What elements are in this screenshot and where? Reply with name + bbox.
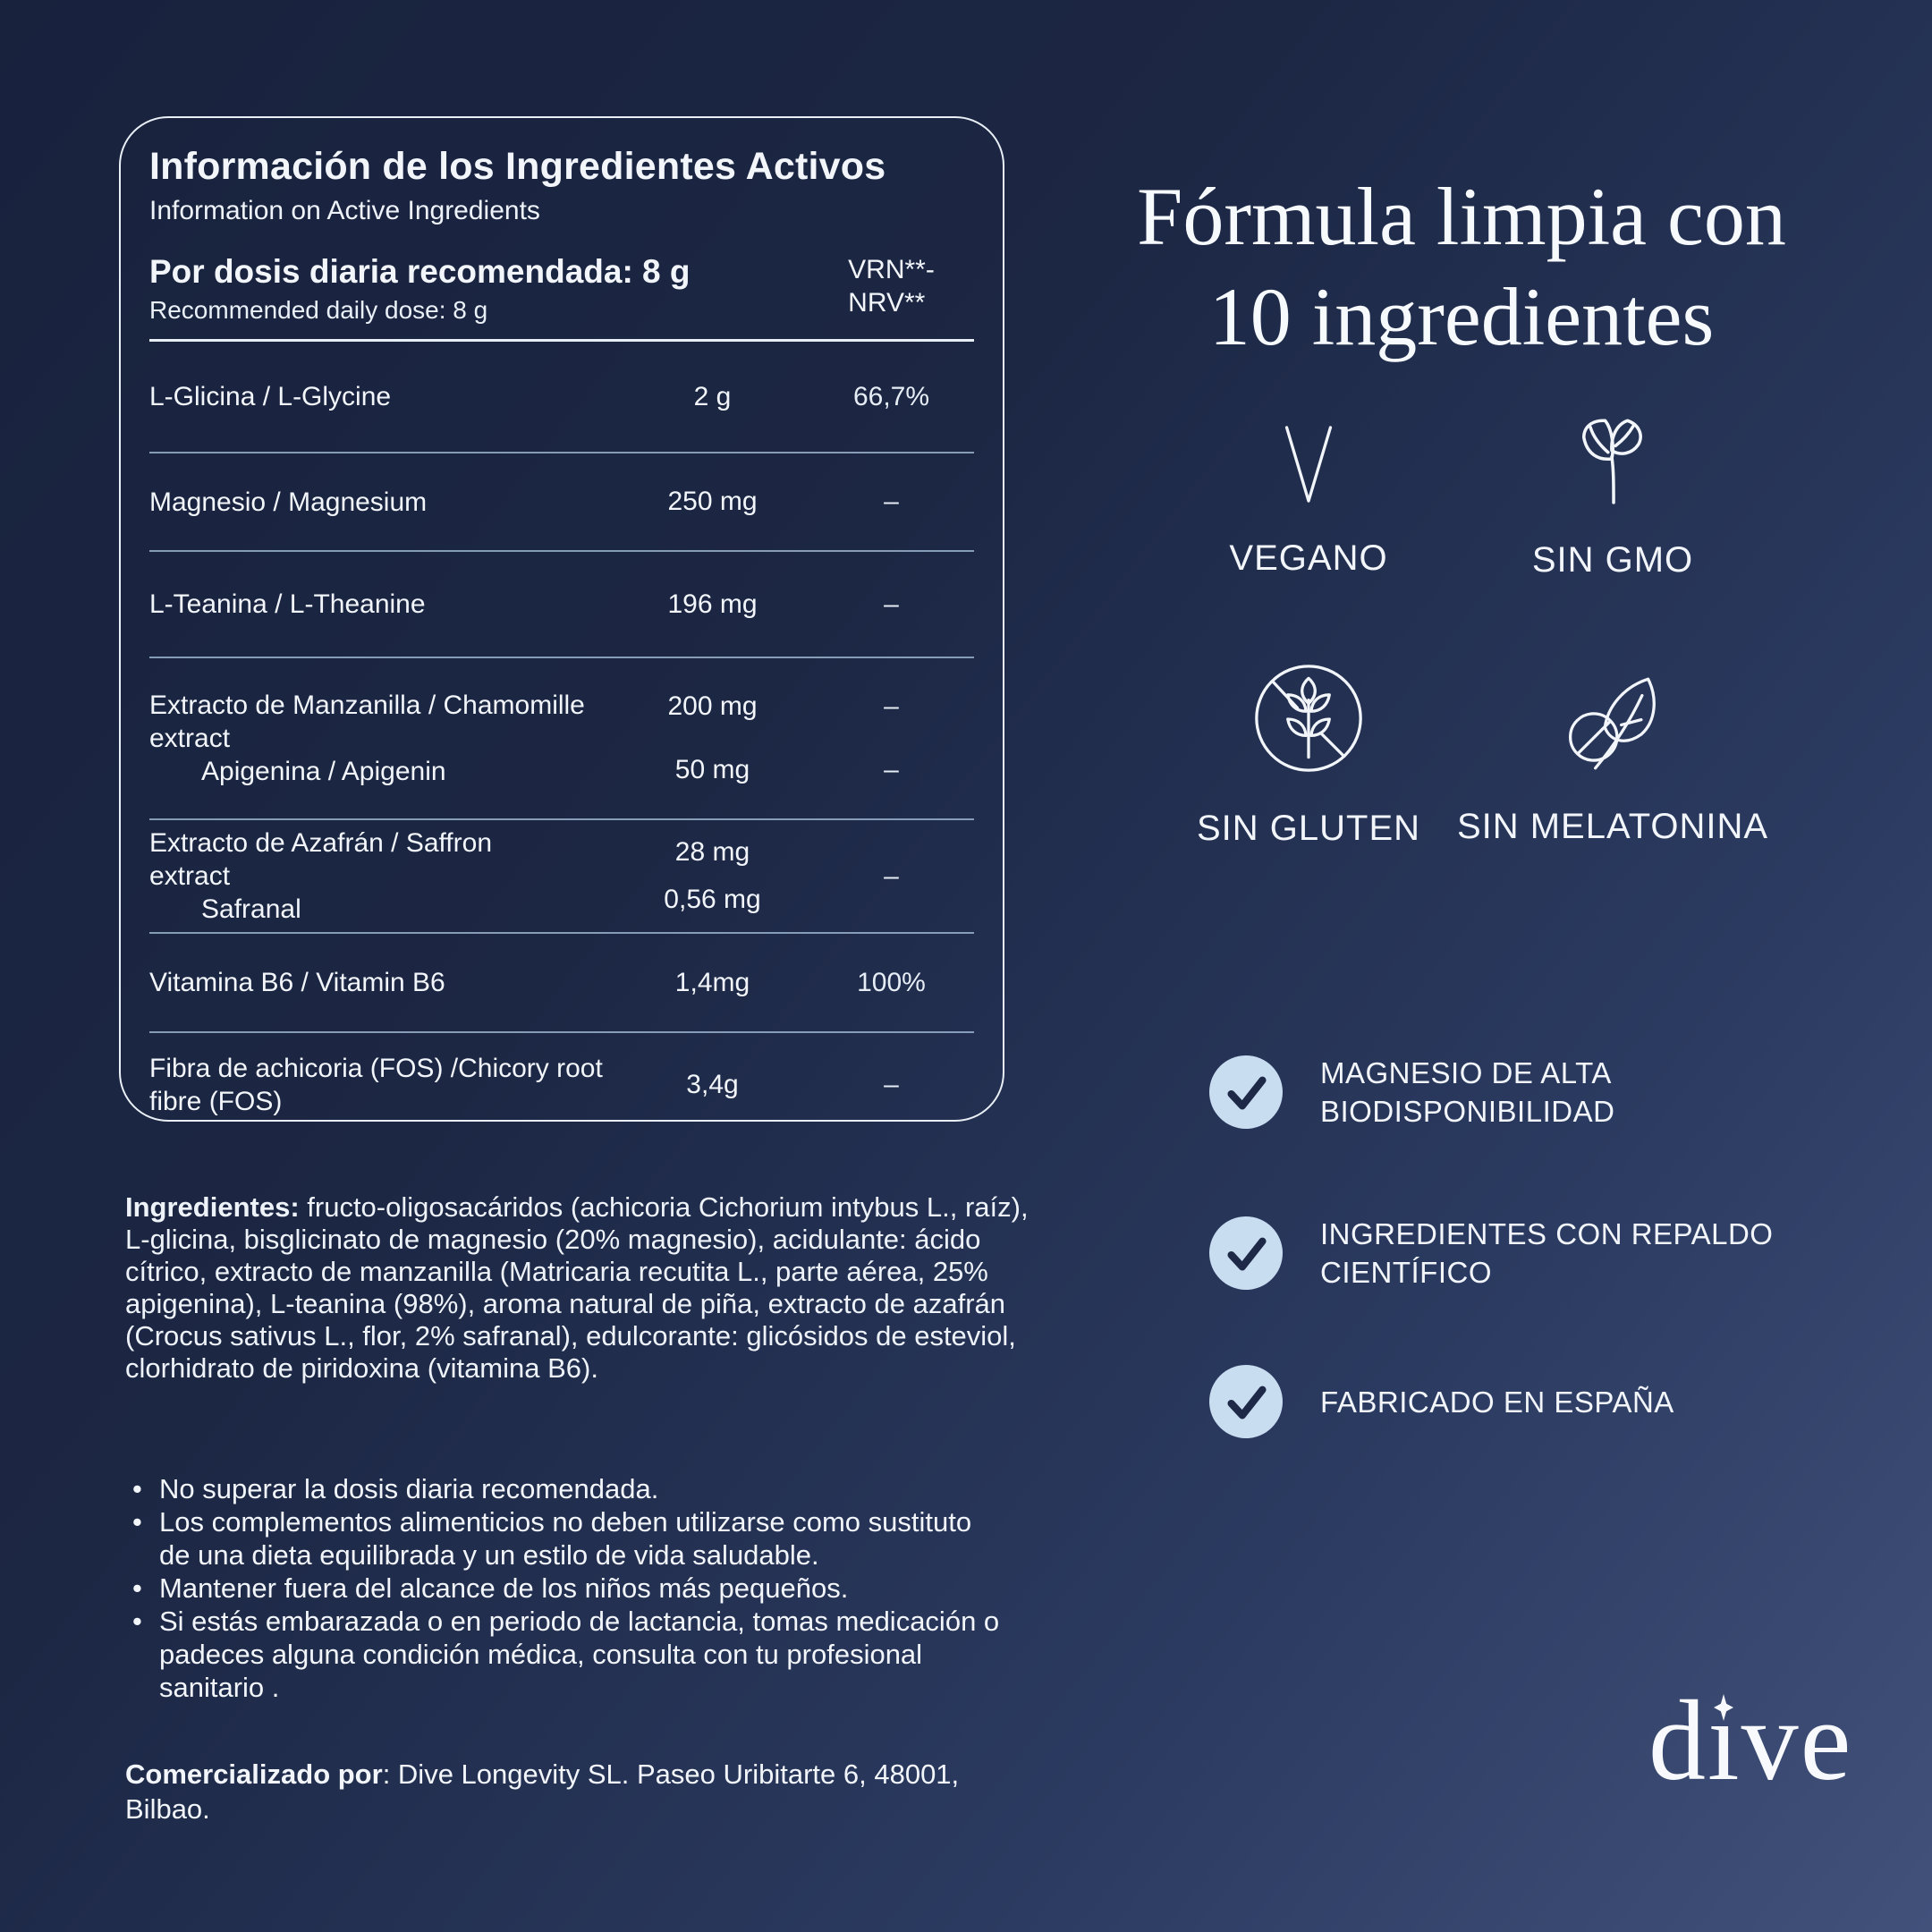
distributor-label: Comercializado por xyxy=(125,1758,383,1790)
ingredient-nrv: – xyxy=(884,860,899,891)
panel-subtitle: Information on Active Ingredients xyxy=(149,196,540,225)
ingredient-amount: 1,4mg xyxy=(674,967,750,997)
ingredients-statement: Ingredientes: fructo-oligosacáridos (ach… xyxy=(125,1191,1060,1385)
dose-secondary: Recommended daily dose: 8 g xyxy=(149,296,488,324)
ingredient-name: Magnesio / Magnesium xyxy=(149,487,428,517)
check-icon xyxy=(1209,1365,1283,1438)
badge-vegano: VEGANO xyxy=(1157,424,1461,579)
ingredient-name: Extracto de Manzanilla / Chamomille extra… xyxy=(149,691,585,786)
nrv-header-line2: NRV** xyxy=(848,288,926,318)
vegan-v-icon xyxy=(1284,426,1333,503)
ingredient-nrv: – xyxy=(884,589,899,619)
ingredient-name: Fibra de achicoria (FOS) /Chicory root fi… xyxy=(149,1054,603,1116)
brand-logo: dıve xyxy=(1648,1683,1852,1798)
claim-text: INGREDIENTES CON REPALDO CIENTÍFICO xyxy=(1320,1217,1774,1289)
ingredient-table: L-Glicina / L-Glycine 2 g 66,7% Magnesio… xyxy=(149,342,974,1120)
sprout-icon xyxy=(1581,419,1642,504)
dose-primary: Por dosis diaria recomendada: 8 g xyxy=(149,253,691,290)
table-row: L-Glicina / L-Glycine 2 g 66,7% xyxy=(149,342,974,453)
table-row: L-Teanina / L-Theanine 196 mg – xyxy=(149,552,974,658)
ingredient-name: L-Glicina / L-Glycine xyxy=(149,382,392,411)
badge-sin-gluten: SIN GLUTEN xyxy=(1157,662,1461,849)
ingredient-amount: 28 mg 0,56 mg xyxy=(664,837,761,914)
warning-item: Los complementos alimenticios no deben u… xyxy=(125,1505,1002,1572)
ingredients-text: fructo-oligosacáridos (achicoria Cichori… xyxy=(125,1191,1029,1384)
dose-header-left: Por dosis diaria recomendada: 8 g Recomm… xyxy=(149,253,809,325)
claim-text: MAGNESIO DE ALTA BIODISPONIBILIDAD xyxy=(1320,1056,1615,1128)
table-row: Magnesio / Magnesium 250 mg – xyxy=(149,453,974,552)
headline: Fórmula limpia con 10 ingredientes xyxy=(1137,171,1786,363)
ingredient-nrv: – xyxy=(884,1070,899,1099)
ingredient-name: Vitamina B6 / Vitamin B6 xyxy=(149,968,445,997)
badge-sin-melatonina: SIN MELATONINA xyxy=(1457,673,1767,847)
claim-text: FABRICADO EN ESPAÑA xyxy=(1320,1385,1674,1419)
claim-magnesio: MAGNESIO DE ALTA BIODISPONIBILIDAD xyxy=(1209,1054,1853,1131)
brand-logo-text: dıve xyxy=(1648,1677,1853,1804)
table-row: Extracto de Azafrán / Saffron extract Safr… xyxy=(149,820,974,934)
dose-header: Por dosis diaria recomendada: 8 g Recomm… xyxy=(149,253,974,342)
nrv-header-line1: VRN**- xyxy=(848,255,935,284)
warnings-list: No superar la dosis diaria recomendada.L… xyxy=(125,1472,1002,1704)
panel-title: Información de los Ingredientes Activos xyxy=(149,145,886,188)
badge-label: VEGANO xyxy=(1229,538,1388,578)
no-melatonin-icon xyxy=(1568,677,1656,770)
check-icon xyxy=(1209,1216,1283,1290)
check-icon xyxy=(1209,1055,1283,1129)
table-row: Extracto de Manzanilla / Chamomille extra… xyxy=(149,658,974,820)
warning-item: Mantener fuera del alcance de los niños … xyxy=(125,1572,1002,1605)
table-row: Fibra de achicoria (FOS) /Chicory root fi… xyxy=(149,1033,974,1120)
ingredients-label: Ingredientes: xyxy=(125,1191,300,1223)
active-ingredients-panel: Información de los Ingredientes Activos … xyxy=(119,116,1004,1122)
distributor-text: : Dive Longevity SL. Paseo Uribitarte 6,… xyxy=(125,1758,960,1825)
ingredient-amount: 200 mg 50 mg xyxy=(667,691,758,784)
warning-item: No superar la dosis diaria recomendada. xyxy=(125,1472,1002,1505)
ingredient-amount: 250 mg xyxy=(667,487,758,516)
badge-label: SIN GLUTEN xyxy=(1196,809,1421,848)
table-row: Vitamina B6 / Vitamin B6 1,4mg 100% xyxy=(149,934,974,1033)
ingredient-name: L-Teanina / L-Theanine xyxy=(149,589,426,619)
ingredient-amount: 2 g xyxy=(693,381,732,411)
badge-label: SIN GMO xyxy=(1531,540,1694,580)
ingredient-name: Extracto de Azafrán / Saffron extract Safr… xyxy=(149,828,492,924)
distributor-info: Comercializado por: Dive Longevity SL. P… xyxy=(125,1757,966,1826)
badge-sin-gmo: SIN GMO xyxy=(1461,413,1765,580)
claim-fabricado: FABRICADO EN ESPAÑA xyxy=(1209,1365,1853,1438)
ingredient-nrv: 66,7% xyxy=(852,381,930,411)
nrv-column-header: VRN**- NRV** xyxy=(809,253,974,319)
ingredient-amount: 196 mg xyxy=(667,589,758,619)
warning-item: Si estás embarazada o en periodo de lact… xyxy=(125,1605,1002,1704)
badge-label: SIN MELATONINA xyxy=(1456,807,1769,846)
ingredient-amount: 3,4g xyxy=(686,1070,739,1099)
claim-ingredientes: INGREDIENTES CON REPALDO CIENTÍFICO xyxy=(1209,1215,1853,1292)
no-gluten-icon xyxy=(1255,665,1362,772)
ingredient-nrv: – xyxy=(884,487,899,516)
ingredient-nrv: 100% xyxy=(857,967,926,997)
ingredient-nrv: – – xyxy=(884,691,899,784)
